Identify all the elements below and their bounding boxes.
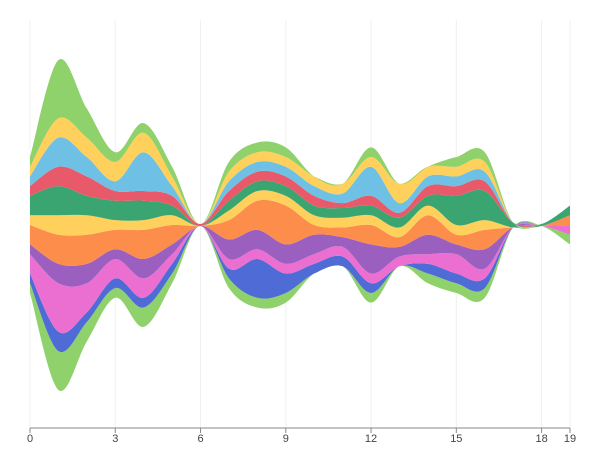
x-tick-label: 0 <box>27 433 33 445</box>
stream-layer <box>30 199 570 266</box>
x-tick-label: 18 <box>535 433 547 445</box>
x-tick-label: 6 <box>197 433 203 445</box>
x-tick-label: 15 <box>450 433 462 445</box>
stream-layer <box>30 222 570 334</box>
x-tick-label: 12 <box>365 433 377 445</box>
x-tick-label: 9 <box>283 433 289 445</box>
stream-layer <box>30 137 570 228</box>
stream-layer <box>30 117 570 229</box>
stream-layer <box>30 223 570 287</box>
stream-layer <box>30 180 570 228</box>
stream-layer <box>30 190 570 238</box>
stream-layer <box>30 166 570 228</box>
x-tick-label: 3 <box>112 433 118 445</box>
x-tick-label: 19 <box>564 433 576 445</box>
